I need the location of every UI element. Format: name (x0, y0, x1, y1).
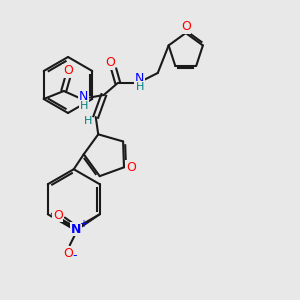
Text: O: O (105, 56, 115, 70)
Text: H: H (80, 101, 88, 111)
Text: H: H (84, 116, 92, 126)
Text: O: O (126, 161, 136, 174)
Text: -: - (73, 249, 77, 262)
Text: H: H (136, 82, 144, 92)
Text: N: N (70, 223, 81, 236)
Text: N: N (135, 71, 144, 85)
Text: O: O (181, 20, 191, 34)
Text: N: N (79, 91, 88, 103)
Text: O: O (63, 247, 73, 260)
Text: +: + (79, 219, 87, 229)
Text: O: O (63, 64, 73, 77)
Text: O: O (53, 209, 63, 222)
